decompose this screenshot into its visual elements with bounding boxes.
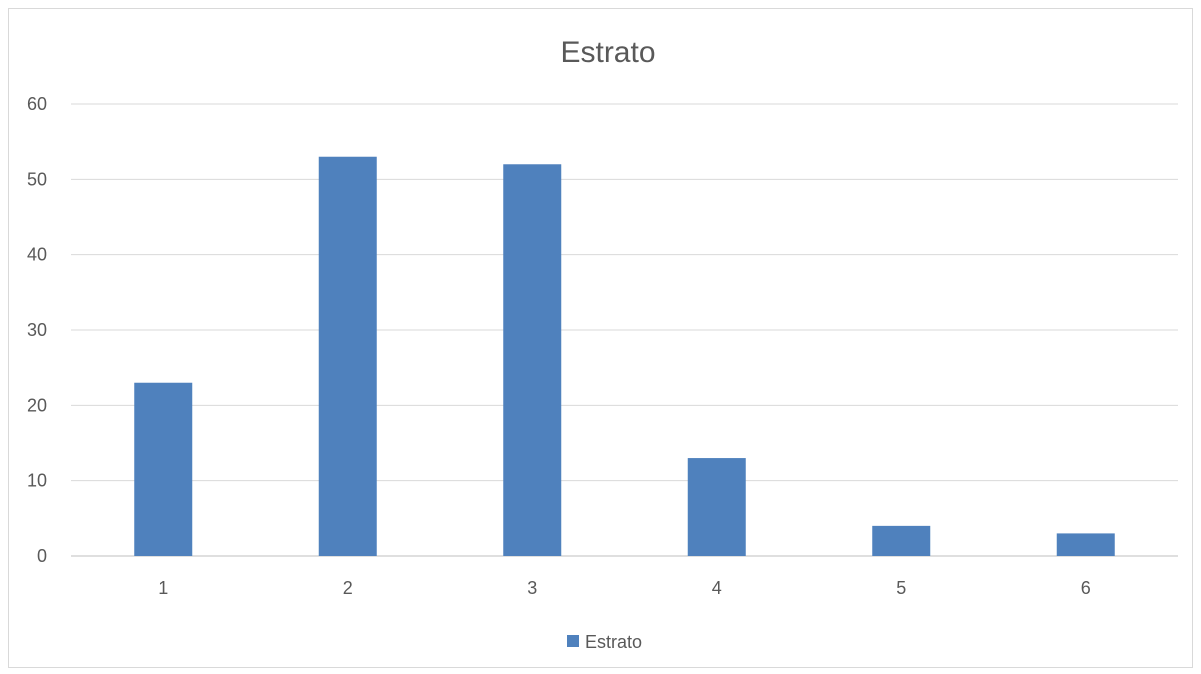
bar [318, 156, 377, 556]
bar [1056, 533, 1115, 556]
y-tick-label: 50 [27, 169, 47, 189]
y-tick-label: 10 [27, 471, 47, 491]
y-tick-label: 60 [27, 94, 47, 114]
chart-title: Estrato [560, 36, 655, 69]
x-tick-label: 2 [343, 578, 353, 598]
x-tick-label: 4 [712, 578, 722, 598]
y-tick-label: 20 [27, 395, 47, 415]
bar [503, 164, 562, 556]
chart-frame [8, 8, 1193, 668]
y-tick-label: 40 [27, 245, 47, 265]
legend-label: Estrato [585, 632, 642, 652]
x-tick-label: 1 [158, 578, 168, 598]
bar [687, 458, 746, 556]
y-tick-label: 0 [37, 546, 47, 566]
y-axis-ticks: 0 10 20 30 40 50 60 [27, 94, 47, 566]
y-tick-label: 30 [27, 320, 47, 340]
x-tick-label: 6 [1081, 578, 1091, 598]
x-axis-ticks: 1 2 3 4 5 6 [158, 578, 1091, 598]
x-tick-label: 3 [527, 578, 537, 598]
x-tick-label: 5 [896, 578, 906, 598]
legend-swatch [567, 635, 579, 647]
gridlines [71, 103, 1178, 557]
bar [134, 382, 193, 556]
bar [872, 525, 931, 556]
bars [134, 156, 1115, 556]
legend: Estrato [567, 632, 642, 652]
